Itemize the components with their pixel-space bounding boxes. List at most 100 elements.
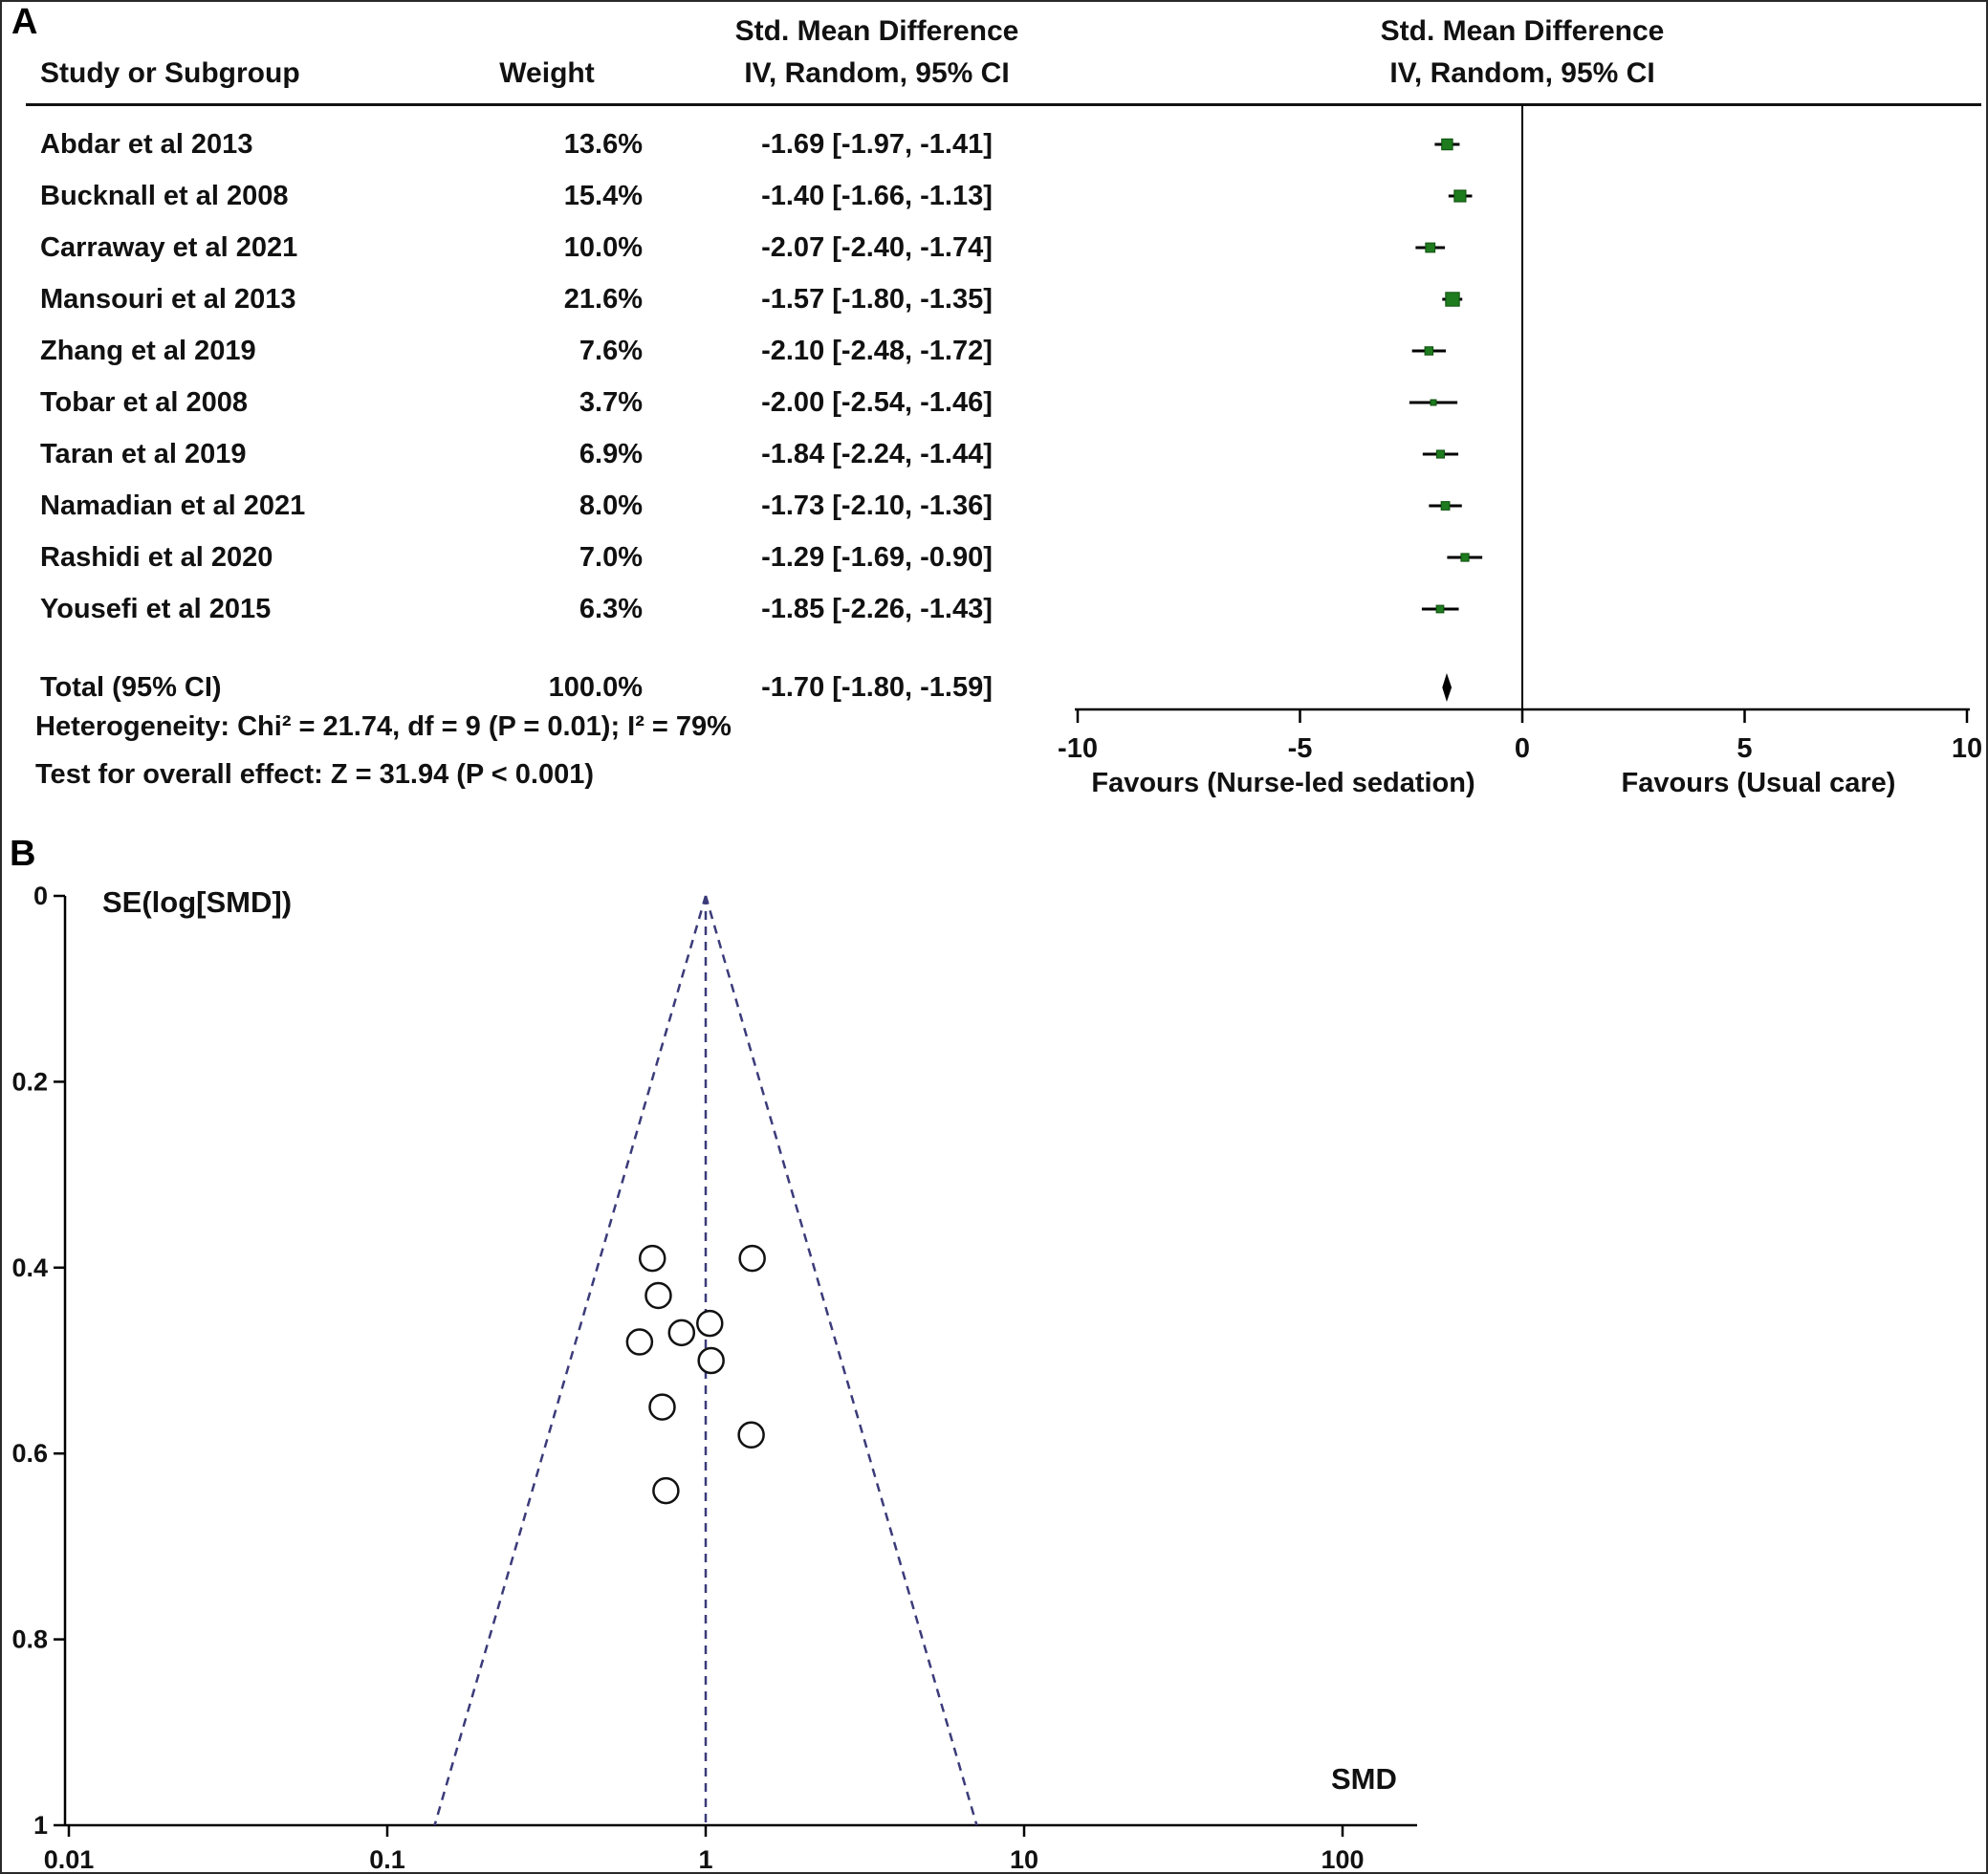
total-ci-text: -1.70 [-1.80, -1.59] <box>761 672 993 703</box>
study-ci-text: -1.69 [-1.97, -1.41] <box>761 129 993 160</box>
forest-row: Mansouri et al 2013 21.6% -1.57 [-1.80, … <box>2 273 1054 325</box>
y-axis-tick-label: 0.2 <box>11 1067 48 1096</box>
header-divider <box>26 103 1981 106</box>
x-axis-tick-label: 5 <box>1737 733 1752 764</box>
heterogeneity-text: Heterogeneity: Chi² = 21.74, df = 9 (P =… <box>35 711 732 742</box>
study-weight: 6.3% <box>579 594 643 624</box>
study-weight: 13.6% <box>563 129 643 160</box>
x-axis-tick-label: -5 <box>1288 733 1313 764</box>
forest-row: Tobar et al 2008 3.7% -2.00 [-2.54, -1.4… <box>2 377 1054 428</box>
study-ci-text: -1.40 [-1.66, -1.13] <box>761 181 993 211</box>
forest-plot: -10 -5 0 5 10 Favours (Nurse-led sedation) Fav… <box>1058 105 1982 798</box>
forest-row: Zhang et al 2019 7.6% -2.10 [-2.48, -1.7… <box>2 325 1054 377</box>
smd-graph-column-header-line1: Std. Mean Difference <box>1380 15 1665 47</box>
funnel-point <box>625 1328 654 1356</box>
study-weight: 7.0% <box>579 542 643 573</box>
study-name: Abdar et al 2013 <box>40 129 253 160</box>
y-axis-tick-label: 0 <box>33 882 48 910</box>
forest-row: Carraway et al 2021 10.0% -2.07 [-2.40, … <box>2 222 1054 273</box>
funnel-point <box>697 1346 725 1375</box>
study-weight: 7.6% <box>579 336 643 366</box>
funnel-point <box>648 1393 676 1421</box>
x-axis-tick-label: 100 <box>1321 1845 1364 1874</box>
x-axis-tick-label: 10 <box>1952 733 1982 764</box>
funnel-point <box>737 1421 765 1449</box>
panel-a-label: A <box>11 2 38 42</box>
study-name: Taran et al 2019 <box>40 439 247 469</box>
x-axis-tick-label: -10 <box>1058 733 1098 764</box>
favours-left-label: Favours (Nurse-led sedation) <box>1091 768 1475 798</box>
total-weight: 100.0% <box>548 672 643 703</box>
study-name: Tobar et al 2008 <box>40 387 249 418</box>
y-axis-tick-label: 0.4 <box>11 1253 48 1282</box>
effect-marker <box>1441 138 1453 151</box>
x-axis-tick-label: 0.01 <box>44 1845 95 1874</box>
study-weight: 6.9% <box>579 439 643 469</box>
smd-graph-column-header-line2: IV, Random, 95% CI <box>1389 57 1655 89</box>
effect-marker <box>1425 242 1436 253</box>
funnel-point <box>667 1318 696 1347</box>
funnel-point <box>638 1244 666 1273</box>
study-weight: 8.0% <box>579 490 643 521</box>
effect-marker <box>1453 189 1467 203</box>
study-name: Mansouri et al 2013 <box>40 284 296 315</box>
study-name: Zhang et al 2019 <box>40 336 256 366</box>
study-name: Bucknall et al 2008 <box>40 181 289 211</box>
study-column-header: Study or Subgroup <box>40 57 300 89</box>
weight-column-header: Weight <box>499 57 595 89</box>
x-axis-title: SMD <box>1331 1762 1397 1796</box>
smd-text-column-header-line1: Std. Mean Difference <box>734 15 1019 47</box>
effect-marker <box>1445 292 1460 307</box>
study-ci-text: -1.84 [-2.24, -1.44] <box>761 439 993 469</box>
x-axis-tick-label: 0 <box>1515 733 1530 764</box>
funnel-point <box>652 1476 680 1505</box>
forest-row: Bucknall et al 2008 15.4% -1.40 [-1.66, … <box>2 170 1054 222</box>
effect-marker <box>1440 501 1451 511</box>
y-axis-title: SE(log[SMD]) <box>102 885 292 919</box>
effect-marker <box>1424 346 1434 356</box>
forest-row: Abdar et al 2013 13.6% -1.69 [-1.97, -1.… <box>2 119 1054 170</box>
study-ci-text: -1.73 [-2.10, -1.36] <box>761 490 993 521</box>
study-ci-text: -1.29 [-1.69, -0.90] <box>761 542 993 573</box>
effect-marker <box>1430 399 1437 406</box>
smd-text-column-header-line2: IV, Random, 95% CI <box>744 57 1010 89</box>
study-ci-text: -1.85 [-2.26, -1.43] <box>761 594 993 624</box>
y-axis-tick-label: 1 <box>33 1811 48 1840</box>
y-axis-tick-label: 0.8 <box>11 1625 48 1654</box>
study-ci-text: -2.00 [-2.54, -1.46] <box>761 387 993 418</box>
x-axis-tick-label: 10 <box>1010 1845 1038 1874</box>
funnel-point <box>696 1309 724 1338</box>
effect-marker <box>1435 449 1446 459</box>
study-weight: 21.6% <box>563 284 643 315</box>
forest-row: Rashidi et al 2020 7.0% -1.29 [-1.69, -0… <box>2 532 1054 583</box>
forest-row: Taran et al 2019 6.9% -1.84 [-2.24, -1.4… <box>2 428 1054 480</box>
funnel-left-limit-line <box>433 895 708 1826</box>
study-name: Namadian et al 2021 <box>40 490 306 521</box>
study-weight: 3.7% <box>579 387 643 418</box>
x-axis-tick-label: 0.1 <box>369 1845 405 1874</box>
study-weight: 10.0% <box>563 232 643 263</box>
funnel-point <box>644 1281 672 1310</box>
funnel-right-limit-line <box>704 895 978 1826</box>
funnel-plot: 0 0.2 0.4 0.6 0.8 1 0.01 0.1 1 10 100 SE(log[SMD]) S… <box>11 882 1417 1874</box>
study-name: Yousefi et al 2015 <box>40 594 272 624</box>
x-axis-tick-label: 1 <box>698 1845 712 1874</box>
y-axis-tick-label: 0.6 <box>11 1439 48 1468</box>
study-ci-text: -2.10 [-2.48, -1.72] <box>761 336 993 366</box>
effect-marker <box>1435 604 1445 614</box>
favours-right-label: Favours (Usual care) <box>1622 768 1896 798</box>
panel-b-label: B <box>10 834 36 874</box>
study-name: Carraway et al 2021 <box>40 232 298 263</box>
total-diamond <box>1442 673 1453 702</box>
forest-row: Yousefi et al 2015 6.3% -1.85 [-2.26, -1… <box>2 583 1054 635</box>
total-row: Total (95% CI) 100.0% -1.70 [-1.80, -1.5… <box>2 662 1054 713</box>
study-name: Rashidi et al 2020 <box>40 542 273 573</box>
forest-row: Namadian et al 2021 8.0% -1.73 [-2.10, -… <box>2 480 1054 532</box>
study-ci-text: -2.07 [-2.40, -1.74] <box>761 232 993 263</box>
overall-effect-text: Test for overall effect: Z = 31.94 (P < … <box>35 759 595 790</box>
effect-marker <box>1460 553 1470 562</box>
funnel-point <box>738 1244 766 1273</box>
study-weight: 15.4% <box>563 181 643 211</box>
total-label: Total (95% CI) <box>40 672 222 703</box>
